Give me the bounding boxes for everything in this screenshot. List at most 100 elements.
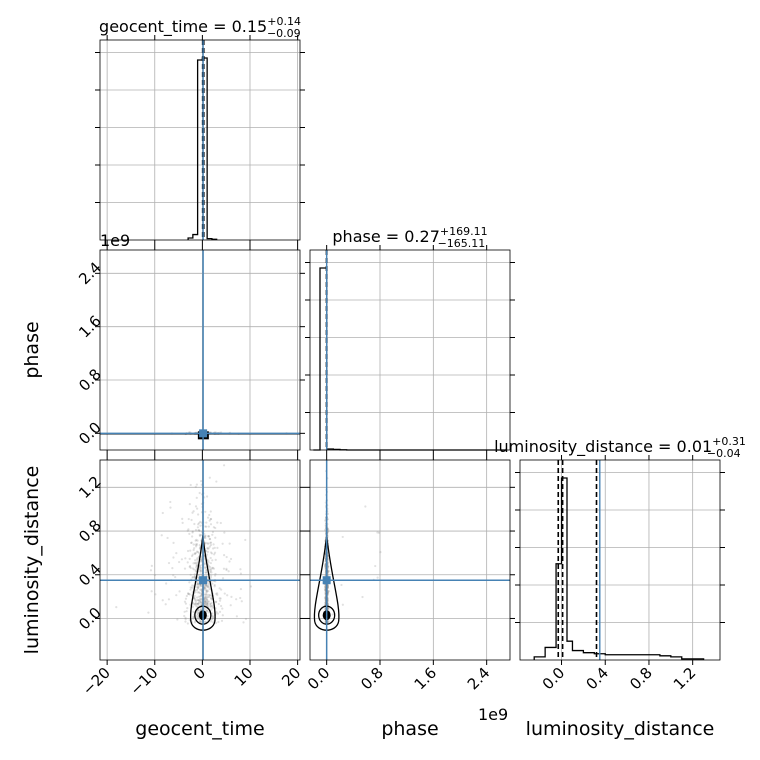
scatter-point	[209, 523, 213, 526]
scatter-point	[200, 589, 203, 592]
title-plus: +0.31	[712, 435, 746, 448]
scatter-point	[198, 544, 201, 547]
scatter-point	[199, 603, 203, 606]
title-plus: +169.11	[440, 225, 488, 238]
scatter-point	[206, 550, 209, 553]
scatter-point	[196, 610, 199, 614]
scatter-point	[206, 582, 210, 585]
scatter-point	[197, 595, 200, 598]
scatter-point	[221, 577, 225, 580]
scatter-point	[196, 550, 199, 554]
scatter-point	[167, 598, 171, 601]
scatter-point	[222, 464, 226, 467]
scatter-point	[199, 520, 202, 523]
panel-title: geocent_time = 0.15+0.14 −0.09	[99, 15, 301, 40]
panel-frame	[309, 459, 511, 661]
scatter-point	[205, 596, 208, 599]
scatter-point	[204, 536, 207, 539]
scatter-point	[199, 566, 202, 569]
scatter-point	[208, 545, 212, 548]
scatter-point	[324, 565, 327, 568]
scatter-point	[212, 543, 215, 546]
panel-background	[100, 40, 300, 240]
scatter-point	[205, 597, 208, 600]
scatter-point	[186, 622, 189, 625]
scatter-point	[214, 601, 218, 604]
scatter-point	[206, 542, 209, 545]
scatter-point	[196, 581, 199, 584]
scatter-point	[209, 570, 212, 573]
scatter-point	[189, 573, 192, 576]
scatter-point	[194, 552, 197, 555]
scatter-point	[219, 521, 222, 525]
scatter-point	[191, 553, 194, 556]
scatter-point	[150, 564, 153, 567]
y-axis-label: luminosity_distance	[21, 466, 43, 655]
scatter-point	[194, 602, 197, 605]
scatter-point	[174, 575, 177, 579]
scatter-point	[244, 617, 248, 621]
scatter-point	[178, 590, 181, 593]
scatter-point	[196, 558, 199, 561]
scatter-point	[204, 595, 207, 598]
scatter-point	[239, 568, 242, 571]
scatter-point	[200, 594, 203, 598]
scatter-point	[326, 554, 330, 557]
scatter-point	[205, 525, 208, 528]
scatter-point	[220, 588, 223, 591]
scatter-point	[206, 595, 209, 599]
scatter-point	[196, 591, 199, 594]
truth-marker	[199, 576, 208, 585]
scatter-point	[192, 548, 195, 552]
scatter-point	[203, 596, 206, 600]
scatter-point	[199, 570, 202, 573]
scatter-point	[204, 620, 207, 624]
scatter-point	[204, 586, 207, 590]
scatter-point	[326, 591, 330, 594]
scatter-point	[223, 554, 226, 557]
scatter-point	[240, 600, 243, 603]
scatter-point	[206, 615, 209, 618]
scatter-point	[244, 538, 247, 542]
scatter-point	[207, 535, 210, 538]
scatter-point	[188, 593, 191, 596]
scatter-point	[196, 582, 200, 586]
scatter-point	[327, 620, 330, 623]
scatter-point	[209, 566, 212, 569]
scatter-point	[200, 598, 203, 601]
scatter-point	[189, 549, 192, 552]
scatter-point	[183, 567, 187, 570]
scatter-point	[199, 599, 202, 602]
scatter-point	[196, 561, 199, 564]
scatter-point	[203, 535, 207, 538]
scatter-point	[186, 529, 189, 532]
hist-panel-luminosity_distance: luminosity_distance = 0.01+0.31 −0.04	[494, 435, 746, 665]
title-name: phase	[332, 227, 380, 246]
scatter-point	[217, 620, 220, 624]
scatter-point	[235, 615, 238, 618]
panel-content	[100, 460, 300, 660]
scatter-point	[215, 611, 218, 614]
scatter-point	[199, 601, 202, 604]
title-equals: =	[653, 437, 677, 456]
scatter-point	[187, 528, 190, 531]
scatter-point	[210, 604, 213, 608]
scatter-point	[210, 618, 213, 621]
scatter-point	[200, 593, 203, 597]
scatter-point	[207, 525, 210, 528]
scatter-point	[376, 531, 379, 534]
scatter-point	[191, 567, 194, 570]
scatter-point	[194, 543, 197, 546]
scatter-point	[209, 576, 213, 579]
scatter-point	[195, 538, 198, 541]
scatter-point	[197, 599, 201, 602]
scatter-panel-geocent_time-luminosity_distance	[95, 455, 305, 665]
scatter-point	[154, 593, 157, 596]
scatter-point	[225, 568, 228, 572]
scatter-point	[228, 542, 231, 545]
scatter-point	[326, 565, 330, 568]
scatter-point	[205, 603, 209, 606]
x-axis-label: geocent_time	[135, 718, 264, 740]
scatter-point	[191, 605, 194, 608]
scatter-point	[194, 539, 197, 542]
